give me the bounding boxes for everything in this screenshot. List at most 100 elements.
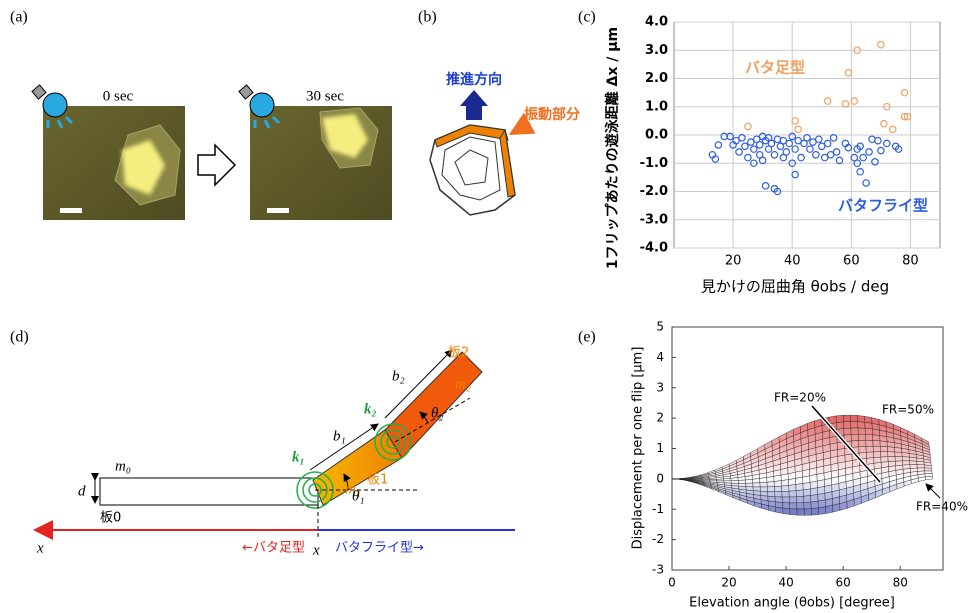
surface-mesh <box>782 491 789 497</box>
label: θ₂ <box>431 405 444 421</box>
surface-mesh <box>873 452 880 458</box>
surface-mesh <box>866 440 873 446</box>
surface-mesh <box>925 468 932 471</box>
surface-mesh <box>796 490 803 497</box>
surface-mesh <box>789 491 796 497</box>
panel-d: m₀ d m₁ m₂ k₁ k₂ b₁ b₂ θ₁ θ₂ x x 板0 板1 板… <box>35 346 515 559</box>
surface-mesh <box>880 446 888 451</box>
x-tick-label: 40 <box>778 576 793 590</box>
surface-mesh <box>767 487 774 492</box>
surface-mesh <box>857 415 864 422</box>
annotation: FR=40% <box>916 500 968 514</box>
label: θ₁ <box>352 488 365 504</box>
surface-mesh <box>851 422 858 429</box>
surface-mesh <box>760 478 767 483</box>
surface-mesh <box>811 501 818 509</box>
surface-mesh <box>803 489 810 496</box>
surface-mesh <box>768 492 775 497</box>
surface-mesh <box>790 509 797 515</box>
y-tick-label: -3 <box>652 563 664 577</box>
annotation: FR=50% <box>882 403 934 417</box>
surface-mesh <box>909 457 917 461</box>
surface-mesh <box>796 496 803 503</box>
y-tick-label: 0.0 <box>645 128 668 143</box>
figure: (a) (b) (c) (d) (e) 0 sec 30 sec 推進方向 振動… <box>0 0 968 613</box>
surface-mesh <box>810 488 817 496</box>
label: k₂ <box>364 401 377 417</box>
surface-mesh <box>818 500 825 508</box>
panel-label: (d) <box>10 329 29 346</box>
label: 板1 <box>367 473 388 488</box>
label: b₂ <box>392 368 405 384</box>
surface-mesh <box>760 482 767 487</box>
chart: -4.0-3.0-2.0-1.00.01.02.03.04.020406080 <box>640 15 940 269</box>
surface-mesh <box>803 482 811 490</box>
x-tick-label: 60 <box>843 254 860 269</box>
y-tick-label: 2 <box>656 411 664 425</box>
surface-mesh <box>895 457 902 462</box>
surface-mesh <box>774 486 781 492</box>
x-tick-label: 20 <box>725 254 742 269</box>
panel-e: -3-2-1012345020406080FR=20%FR=50%FR=40% … <box>631 320 968 611</box>
x-tick-label: 20 <box>721 576 736 590</box>
y-tick-label: -1.0 <box>640 156 668 171</box>
surface-mesh <box>836 422 843 430</box>
surface-mesh <box>789 485 796 492</box>
surface-mesh <box>731 480 738 483</box>
direction-arrow <box>460 90 488 120</box>
surface-mesh <box>895 452 902 457</box>
surface-mesh <box>745 479 752 483</box>
y-tick-label: -1 <box>652 502 664 516</box>
surface-mesh <box>888 457 896 462</box>
surface-mesh <box>866 452 873 459</box>
surface-mesh <box>738 480 745 483</box>
scale-bar <box>267 208 289 213</box>
surface-mesh <box>752 479 760 484</box>
label: d <box>78 483 86 499</box>
vibrating-arrow <box>514 123 530 132</box>
y-tick-label: 1 <box>656 441 664 455</box>
surface-mesh <box>851 434 859 441</box>
x-tick-label: 40 <box>784 254 801 269</box>
surface-mesh <box>775 497 782 503</box>
time-label: 0 sec <box>103 88 134 104</box>
surface-mesh <box>888 452 895 457</box>
y-tick-label: -2.0 <box>640 184 668 199</box>
panel-label: (b) <box>418 9 437 26</box>
x-axis-label: Elevation angle (θobs) [degree] <box>689 596 895 611</box>
surface-mesh <box>760 487 767 492</box>
surface-mesh <box>917 465 925 468</box>
y-tick-label: -4.0 <box>640 241 668 256</box>
surface-mesh <box>865 428 872 435</box>
surface-mesh <box>767 482 774 487</box>
surface-mesh <box>782 485 790 491</box>
series-label: バタ足型 <box>745 59 805 77</box>
panel-label: (a) <box>10 9 28 26</box>
label: b₁ <box>333 428 346 444</box>
label: バタフライ型→ <box>335 541 424 556</box>
surface-mesh <box>803 476 810 484</box>
label: ←バタ足型 <box>242 541 305 556</box>
series-label: バタフライ型 <box>838 197 928 215</box>
label: m₂ <box>455 376 471 392</box>
x-tick-label: 60 <box>836 576 851 590</box>
y-tick-label: -3.0 <box>640 212 668 227</box>
surface-mesh <box>774 481 781 487</box>
surface-mesh <box>872 429 879 436</box>
surface-mesh <box>858 434 865 440</box>
surface-mesh <box>880 441 887 447</box>
label: x <box>36 540 44 556</box>
surface-mesh <box>818 507 826 515</box>
body: (a) (b) (c) (d) (e) 0 sec 30 sec 推進方向 振動… <box>0 0 968 613</box>
surface-mesh <box>826 505 833 513</box>
surface-mesh <box>851 441 858 448</box>
y-tick-label: 1.0 <box>645 99 668 114</box>
surface-mesh <box>873 435 881 441</box>
surface-mesh <box>917 461 924 465</box>
surface-mesh <box>902 457 909 461</box>
surface-mesh <box>843 422 851 429</box>
surface-mesh <box>881 457 888 463</box>
label: k₁ <box>292 449 305 465</box>
surface-mesh <box>788 478 795 485</box>
